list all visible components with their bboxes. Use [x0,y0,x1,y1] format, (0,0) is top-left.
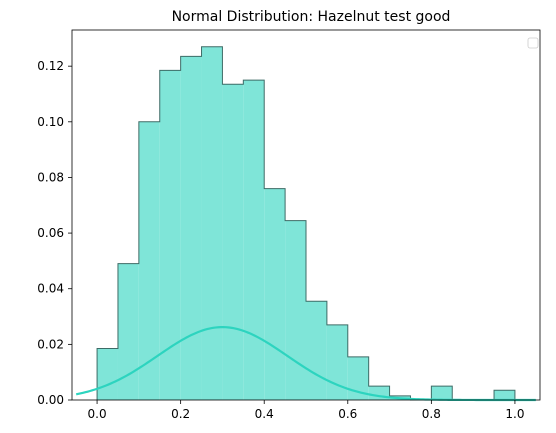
x-tick-label: 0.8 [422,407,441,421]
y-tick-label: 0.04 [37,282,64,296]
plot-area [76,47,536,400]
histogram-bar [431,386,452,400]
histogram-bar [306,301,327,400]
x-tick-label: 0.2 [171,407,190,421]
y-tick-label: 0.08 [37,170,64,184]
histogram-bar [202,47,223,400]
x-tick-label: 0.4 [255,407,274,421]
x-tick-label: 1.0 [505,407,524,421]
histogram-bar [494,390,515,400]
y-tick-label: 0.06 [37,226,64,240]
histogram-bar [160,70,181,400]
histogram-bar [285,221,306,400]
chart-title: Normal Distribution: Hazelnut test good [172,9,451,25]
y-tick-label: 0.00 [37,393,64,407]
x-axis: 0.0 0.2 0.4 0.6 0.8 1.0 [88,400,525,421]
legend-box [528,38,538,48]
y-tick-label: 0.12 [37,59,64,73]
histogram-bar [139,122,160,400]
x-tick-label: 0.6 [338,407,357,421]
y-axis: 0.00 0.02 0.04 0.06 0.08 0.10 0.12 [37,59,72,407]
histogram-bar [222,84,243,400]
y-tick-label: 0.02 [37,337,64,351]
x-tick-label: 0.0 [88,407,107,421]
histogram-bar [264,189,285,400]
histogram-bar [97,349,118,400]
y-tick-label: 0.10 [37,115,64,129]
histogram-bar [243,80,264,400]
histogram-bar [181,56,202,400]
